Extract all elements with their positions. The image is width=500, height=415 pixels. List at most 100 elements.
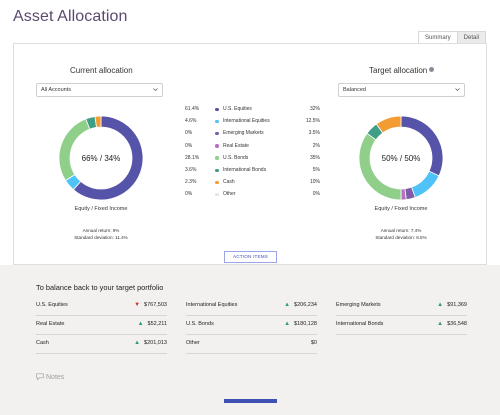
rebalance-item: Cash ▲ $201,013 <box>36 336 167 354</box>
current-allocation-heading: Current allocation <box>70 66 133 75</box>
target-allocation-heading: Target allocation <box>369 66 435 75</box>
allocation-panel <box>13 43 487 265</box>
legend-color-dot <box>215 144 219 148</box>
legend-target-value: 0% <box>312 191 320 198</box>
rebalance-item-label: Emerging Markets <box>336 302 381 308</box>
rebalance-item-label: Real Estate <box>36 321 65 327</box>
donut-segment <box>400 188 407 201</box>
legend-color-dot <box>215 180 219 185</box>
rebalance-item-label: International Bonds <box>336 321 384 327</box>
legend-asset-name: U.S. Bonds <box>223 154 249 161</box>
info-icon[interactable] <box>429 67 435 72</box>
target-select-value: Balanced <box>343 87 366 93</box>
legend-target-value: 5% <box>312 167 320 173</box>
donut-segment <box>358 132 402 201</box>
rebalance-item-amount: ▲ $206,234 <box>284 302 317 308</box>
target-portfolio-select[interactable]: Balanced <box>338 83 465 97</box>
donut-segment <box>58 118 91 182</box>
rebalance-item-value: $767,503 <box>144 302 167 308</box>
rebalance-item-amount: ▲ $36,548 <box>437 321 467 327</box>
current-annual-return: Annual return: 9% <box>82 228 120 233</box>
legend-current-value: 4.6% <box>185 118 197 125</box>
legend-row: 0% Real Estate 2% <box>185 143 320 151</box>
target-allocation-heading-text: Target allocation <box>369 66 428 75</box>
arrow-up-icon: ▲ <box>284 302 291 308</box>
current-stats: Annual return: 9% Standard deviation: 11… <box>51 228 151 241</box>
legend-current-value: 2.3% <box>185 179 197 186</box>
rebalance-item-amount: ▲ $91,369 <box>437 302 467 308</box>
rebalance-item-value: $0 <box>310 340 317 346</box>
rebalance-item-amount: ▼ $767,503 <box>134 302 167 308</box>
arrow-up-icon: ▲ <box>437 321 444 327</box>
rebalance-item-label: U.S. Bonds <box>186 321 214 327</box>
donut-segment <box>400 115 444 177</box>
legend-row: 61.4% U.S. Equities 32% <box>185 106 320 114</box>
legend-current-value: 0% <box>185 142 193 149</box>
legend-target-value: 12.5% <box>305 118 320 125</box>
rebalance-item-label: Cash <box>36 340 49 346</box>
legend-color-dot <box>215 156 219 160</box>
legend-asset-name: Emerging Markets <box>223 130 264 137</box>
legend-target-value: 3.5% <box>308 130 320 137</box>
target-ratio-sublabel: Equity / Fixed Income <box>374 206 428 212</box>
rebalance-title: To balance back to your target portfolio <box>36 283 164 292</box>
legend-target-value: 32% <box>309 106 320 112</box>
legend-target-value: 35% <box>309 154 320 161</box>
notes-button[interactable]: Notes <box>36 373 64 381</box>
donut-segment <box>375 115 402 134</box>
legend-asset-name: Cash <box>223 179 235 186</box>
rebalance-item-value: $180,128 <box>294 321 317 327</box>
legend-asset-name: International Equities <box>223 118 270 125</box>
bottom-action-bar[interactable] <box>224 399 277 403</box>
rebalance-item-label: U.S. Equities <box>36 302 68 308</box>
rebalance-item-label: Other <box>186 340 200 346</box>
legend-current-value: 3.6% <box>185 167 197 173</box>
legend-asset-name: U.S. Equities <box>223 106 252 112</box>
chevron-down-icon <box>153 88 158 91</box>
rebalance-item: U.S. Bonds ▲ $180,128 <box>186 317 317 335</box>
target-ratio-label: 50% / 50% <box>381 154 421 163</box>
legend-current-value: 0% <box>185 191 193 198</box>
page-title: Asset Allocation <box>13 8 128 25</box>
comment-icon <box>36 373 44 381</box>
rebalance-item-value: $206,234 <box>294 302 317 308</box>
rebalance-item: Other $0 <box>186 336 317 354</box>
legend-color-dot <box>215 192 219 197</box>
legend-asset-name: International Bonds <box>223 167 267 173</box>
arrow-up-icon: ▲ <box>134 340 141 346</box>
arrow-up-icon: ▲ <box>137 321 144 327</box>
legend-color-dot <box>215 168 219 172</box>
account-select[interactable]: All Accounts <box>36 83 163 97</box>
arrow-down-icon: ▼ <box>134 302 141 308</box>
rebalance-item-amount: ▲ $201,013 <box>134 340 167 346</box>
rebalance-item-value: $52,211 <box>147 321 167 327</box>
legend-row: 2.3% Cash 10% <box>185 179 320 187</box>
rebalance-item: Real Estate ▲ $52,211 <box>36 317 167 335</box>
notes-label: Notes <box>46 374 65 381</box>
chevron-down-icon <box>455 88 460 91</box>
legend-current-value: 28.1% <box>185 154 200 161</box>
rebalance-item-label: International Equities <box>186 302 238 308</box>
target-std-dev: Standard deviation: 8.5% <box>375 234 427 240</box>
rebalance-item: International Equities ▲ $206,234 <box>186 298 317 316</box>
legend-asset-name: Other <box>223 191 236 198</box>
legend-current-value: 0% <box>185 130 193 137</box>
donut-segment <box>410 170 440 199</box>
rebalance-item-amount: $0 <box>311 340 317 346</box>
view-tabs: Summary Detail <box>417 31 486 44</box>
target-allocation-donut <box>358 115 444 201</box>
rebalance-item-value: $201,013 <box>144 340 167 346</box>
legend-asset-name: Real Estate <box>223 142 249 149</box>
action-items-button[interactable]: ACTION ITEMS <box>224 251 277 263</box>
current-ratio-label: 66% / 34% <box>81 154 121 163</box>
current-allocation-donut <box>58 115 144 201</box>
legend-row: 28.1% U.S. Bonds 35% <box>185 155 320 163</box>
account-select-value: All Accounts <box>41 87 71 93</box>
legend-target-value: 10% <box>309 179 320 186</box>
donut-segment <box>72 115 144 201</box>
legend-color-dot <box>215 131 219 136</box>
rebalance-item-value: $91,369 <box>447 302 467 308</box>
rebalance-item: International Bonds ▲ $36,548 <box>336 317 467 335</box>
rebalance-item: U.S. Equities ▼ $767,503 <box>36 298 167 316</box>
current-ratio-sublabel: Equity / Fixed Income <box>74 206 128 212</box>
